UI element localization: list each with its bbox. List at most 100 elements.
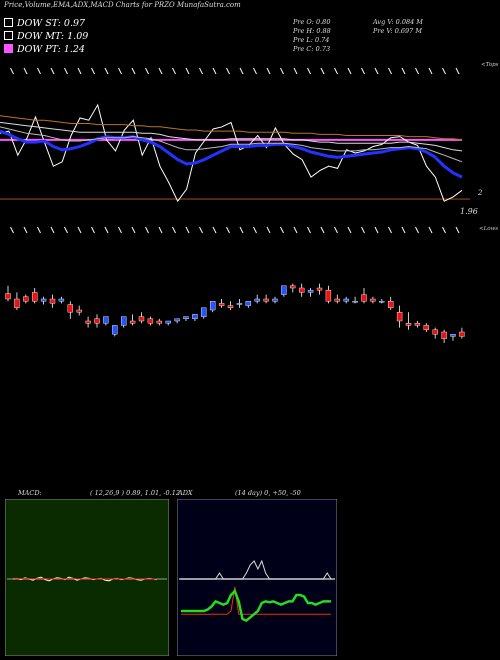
low-tick xyxy=(347,226,352,234)
macd-params: ( 12,26,9 ) 0.89, 1.01, -0.12 xyxy=(90,489,180,497)
candle-body xyxy=(5,293,11,300)
candle-body xyxy=(307,290,314,293)
candle-body xyxy=(263,298,269,302)
candle-body xyxy=(218,303,225,306)
top-tick xyxy=(320,67,325,75)
candle-body xyxy=(299,287,305,293)
low-tick xyxy=(77,226,82,234)
candle-body xyxy=(40,298,47,302)
top-tick xyxy=(239,67,244,75)
candle-body xyxy=(120,316,127,326)
candle-body xyxy=(379,301,385,303)
low-tick xyxy=(320,226,325,234)
series-ema-short xyxy=(0,129,463,179)
macd-background xyxy=(5,499,169,656)
top-tick xyxy=(266,67,271,75)
top-tick xyxy=(23,67,28,75)
top-tick xyxy=(10,67,14,75)
top-tick xyxy=(50,67,55,75)
adx-background xyxy=(177,499,337,656)
series-close xyxy=(0,103,463,203)
low-tick xyxy=(415,226,419,234)
candle-body xyxy=(352,301,358,303)
candle-body xyxy=(201,307,207,317)
top-tick xyxy=(374,67,379,75)
pre-high: Pre H: 0.88 xyxy=(293,27,331,35)
price-ema-panel xyxy=(0,67,470,234)
low-tick xyxy=(64,226,68,234)
candle-body xyxy=(459,331,465,337)
top-tick xyxy=(293,67,298,75)
low-tick xyxy=(280,226,284,234)
top-tick xyxy=(77,67,82,75)
top-tick xyxy=(199,67,203,75)
candle-body xyxy=(245,301,252,306)
candle-body xyxy=(432,329,438,335)
top-tick xyxy=(455,67,460,75)
legend-dow-mt: DOW MT: 1.09 xyxy=(4,31,88,42)
candle-body xyxy=(209,301,216,311)
low-tick xyxy=(172,226,176,234)
top-tick xyxy=(361,67,365,75)
candle-body xyxy=(396,312,403,322)
tops-label: <Tops xyxy=(481,62,499,68)
adx-title: ADX xyxy=(178,489,193,497)
pre-open: Pre O: 0.80 xyxy=(293,18,331,26)
low-tick xyxy=(293,226,298,234)
candle-body xyxy=(103,316,109,324)
candle-body xyxy=(405,323,412,326)
series-ema-long xyxy=(0,121,463,152)
candle-body xyxy=(227,305,234,309)
low-tick xyxy=(37,226,41,234)
low-tick xyxy=(131,226,136,234)
dow-mt-label: DOW MT: 1.09 xyxy=(17,31,89,42)
top-tick xyxy=(158,67,163,75)
candle-body xyxy=(441,331,447,339)
top-tick xyxy=(37,67,41,75)
candle-body xyxy=(272,298,278,302)
candle-body xyxy=(370,298,376,302)
adx-params: (14 day) 0, +50, -50 xyxy=(235,489,301,497)
adx-panel xyxy=(177,499,337,656)
candle-body xyxy=(334,298,340,302)
candle-body xyxy=(94,318,100,324)
dow-mt-swatch xyxy=(4,31,13,40)
candle-body xyxy=(58,298,65,302)
macd-panel xyxy=(5,499,169,656)
candle-body xyxy=(281,285,287,295)
candle-body xyxy=(290,285,296,289)
dow-pt-label: DOW PT: 1.24 xyxy=(17,44,85,55)
top-tick xyxy=(172,67,176,75)
candle-body xyxy=(174,318,180,322)
low-tick xyxy=(158,226,163,234)
series-ema-mid xyxy=(0,126,463,163)
low-tick xyxy=(104,226,109,234)
candle-body xyxy=(423,325,429,330)
adx-series-plus-di xyxy=(181,588,331,623)
candle-body xyxy=(414,323,421,326)
pre-close: Pre C: 0.73 xyxy=(293,45,331,53)
low-tick xyxy=(118,226,122,234)
low-tick xyxy=(253,226,257,234)
low-tick xyxy=(199,226,203,234)
candle-body xyxy=(49,298,56,304)
legend-dow-pt: DOW PT: 1.24 xyxy=(4,44,85,55)
candle-body xyxy=(192,314,198,319)
candle-body xyxy=(343,298,349,302)
low-tick xyxy=(428,226,433,234)
dow-st-swatch xyxy=(4,18,13,27)
candle-body xyxy=(23,296,29,302)
top-tick xyxy=(388,67,392,75)
top-tick xyxy=(280,67,284,75)
level-a-label: 2 xyxy=(477,189,483,197)
top-tick xyxy=(226,67,230,75)
candle-body xyxy=(361,294,367,302)
candle-body xyxy=(32,292,38,302)
candle-body xyxy=(76,309,82,313)
top-tick xyxy=(307,67,311,75)
candle-body xyxy=(14,298,20,309)
candle-body xyxy=(129,320,136,324)
low-tick xyxy=(239,226,244,234)
top-tick xyxy=(442,67,446,75)
